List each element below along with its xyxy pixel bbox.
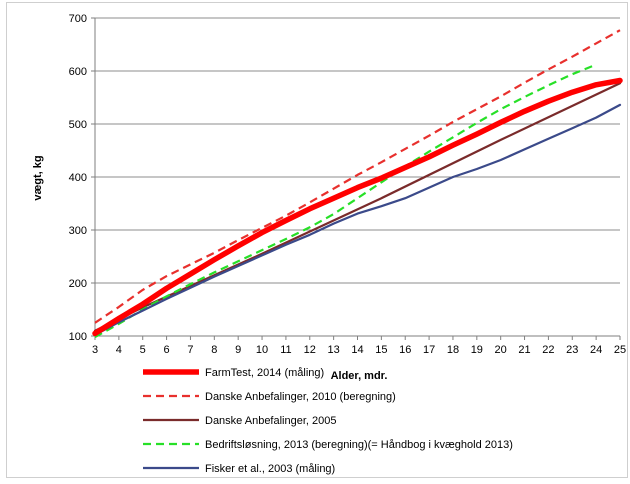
x-tick-label-15: 15: [375, 344, 387, 356]
series-lines: [92, 29, 623, 339]
x-tick-label-24: 24: [590, 344, 602, 356]
legend-item-2: Danske Anbefalinger, 2010 (beregning): [143, 391, 396, 403]
x-tick-label-4: 4: [116, 344, 122, 356]
y-tick-label-200: 200: [69, 278, 87, 290]
series-line-2: [94, 29, 621, 324]
x-tick-label-13: 13: [328, 344, 340, 356]
x-tick-label-23: 23: [566, 344, 578, 356]
legend-label-5: Fisker et al., 2003 (måling): [205, 463, 335, 475]
line-chart: 100 200 300 400 500 600 700 3 4 5 6 7 8 9 10 11 12 13 14 15…: [32, 13, 626, 475]
x-tick-label-9: 9: [235, 344, 241, 356]
y-axis-title: vægt, kg: [32, 155, 44, 200]
y-tick-label-500: 500: [69, 119, 87, 131]
x-tick-label-11: 11: [280, 344, 291, 356]
y-tick-label-100: 100: [69, 331, 87, 343]
x-tick-label-8: 8: [211, 344, 217, 356]
y-tick-label-600: 600: [69, 66, 87, 78]
x-tick-label-18: 18: [447, 344, 459, 356]
gridlines: [95, 17, 620, 284]
x-tick-label-19: 19: [471, 344, 483, 356]
x-tick-label-12: 12: [304, 344, 316, 356]
x-tick-label-5: 5: [140, 344, 146, 356]
y-tick-label-700: 700: [69, 13, 87, 25]
x-tick-label-7: 7: [187, 344, 193, 356]
tick-labels: 100 200 300 400 500 600 700 3 4 5 6 7 8 9 10 11 12 13 14 15…: [69, 13, 626, 356]
legend-item-4: Bedriftsløsning, 2013 (beregning)(= Hånd…: [143, 439, 513, 451]
x-tick-label-21: 21: [518, 344, 530, 356]
series-line-5: [93, 103, 622, 336]
x-tick-label-14: 14: [351, 344, 363, 356]
series-line-1: [92, 77, 623, 337]
legend-label-2: Danske Anbefalinger, 2010 (beregning): [205, 391, 396, 403]
axes: [91, 17, 621, 340]
legend-label-1: FarmTest, 2014 (måling): [205, 367, 324, 379]
x-tick-label-20: 20: [495, 344, 507, 356]
x-tick-label-16: 16: [399, 344, 411, 356]
x-axis-title: Alder, mdr.: [331, 370, 388, 382]
series-line-4: [94, 63, 597, 339]
x-tick-label-22: 22: [542, 344, 554, 356]
legend-item-3: Danske Anbefalinger, 2005: [143, 415, 337, 427]
legend-label-4: Bedriftsløsning, 2013 (beregning)(= Hånd…: [205, 439, 513, 451]
x-tick-label-10: 10: [256, 344, 268, 356]
y-tick-label-400: 400: [69, 172, 87, 184]
legend-item-5: Fisker et al., 2003 (måling): [143, 463, 335, 475]
legend: FarmTest, 2014 (måling) Danske Anbefaling…: [143, 367, 513, 475]
legend-label-3: Danske Anbefalinger, 2005: [205, 415, 337, 427]
x-tick-label-6: 6: [164, 344, 170, 356]
legend-item-1: FarmTest, 2014 (måling): [143, 367, 324, 379]
x-tick-label-25: 25: [614, 344, 626, 356]
x-tick-label-17: 17: [423, 344, 435, 356]
y-tick-label-300: 300: [69, 225, 87, 237]
series-line-3: [93, 82, 622, 332]
x-tick-label-3: 3: [92, 344, 98, 356]
chart-frame: 100 200 300 400 500 600 700 3 4 5 6 7 8 9 10 11 12 13 14 15…: [6, 2, 628, 478]
